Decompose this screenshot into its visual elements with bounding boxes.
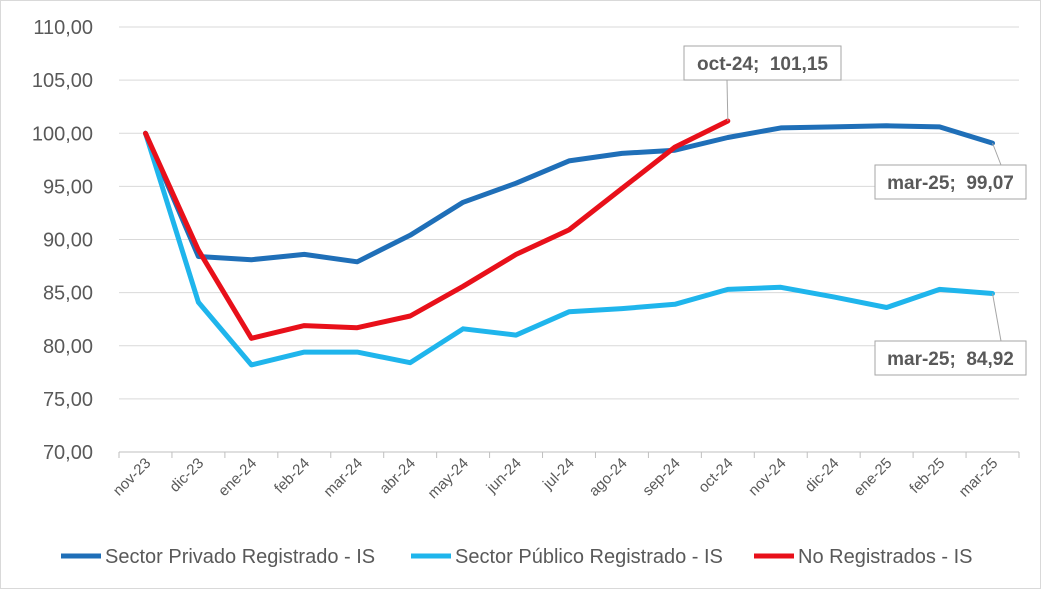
x-tick-label: nov-23 bbox=[110, 455, 154, 499]
callout-label: mar-25; 99,07 bbox=[887, 173, 1014, 194]
series-line-2 bbox=[143, 118, 731, 341]
x-tick-label: jun-24 bbox=[483, 455, 525, 497]
data-callouts: oct-24; 101,15 mar-25; 99,07 mar-25; 84,92 bbox=[683, 45, 1027, 376]
series-line-0 bbox=[143, 123, 995, 265]
callout-label: oct-24; 101,15 bbox=[697, 54, 828, 75]
legend-label-0: Sector Privado Registrado - IS bbox=[105, 546, 375, 568]
x-tick-label: oct-24 bbox=[695, 455, 737, 497]
x-tick-label: dic-23 bbox=[166, 455, 207, 496]
x-axis-ticks: nov-23 dic-23 ene-24 feb-24 mar-24 abr-24 may-… bbox=[110, 452, 1020, 502]
x-tick-label: sep-24 bbox=[639, 455, 683, 499]
x-tick-label: jul-24 bbox=[539, 455, 578, 494]
x-tick-label: abr-24 bbox=[376, 455, 419, 498]
legend-label-2: No Registrados - IS bbox=[798, 546, 973, 568]
callout-box bbox=[874, 164, 1027, 200]
legend: Sector Privado Registrado - IS Sector Púb… bbox=[61, 546, 973, 568]
x-tick-label: mar-25 bbox=[956, 455, 1002, 501]
y-tick-label: 70,00 bbox=[43, 442, 93, 464]
x-tick-label: feb-25 bbox=[906, 455, 948, 497]
x-tick-label: dic-24 bbox=[802, 455, 843, 496]
series-line-1 bbox=[143, 130, 995, 368]
x-tick-label: ago-24 bbox=[586, 455, 631, 500]
y-axis-ticks: 70,00 75,00 80,00 85,00 90,00 95,00 100,00 105,… bbox=[32, 17, 93, 464]
y-tick-label: 100,00 bbox=[32, 123, 93, 145]
y-tick-label: 95,00 bbox=[43, 176, 93, 198]
callout-box bbox=[683, 45, 842, 81]
x-tick-label: may-24 bbox=[425, 455, 472, 502]
y-tick-label: 85,00 bbox=[43, 283, 93, 305]
callout-leader bbox=[726, 79, 729, 122]
callout-box bbox=[874, 340, 1027, 376]
callout-leader bbox=[992, 142, 1002, 166]
callout-leader bbox=[992, 293, 1002, 342]
x-tick-label: mar-24 bbox=[320, 455, 366, 501]
x-tick-label: feb-24 bbox=[271, 455, 313, 497]
y-tick-label: 105,00 bbox=[32, 70, 93, 92]
y-tick-label: 90,00 bbox=[43, 230, 93, 252]
x-tick-label: ene-25 bbox=[850, 455, 895, 500]
x-tick-label: nov-24 bbox=[745, 455, 789, 499]
series-lines bbox=[143, 118, 995, 368]
callout-label: mar-25; 84,92 bbox=[887, 349, 1014, 370]
y-tick-label: 80,00 bbox=[43, 336, 93, 358]
gridlines bbox=[119, 26, 1019, 400]
y-tick-label: 110,00 bbox=[33, 17, 93, 39]
legend-label-1: Sector Público Registrado - IS bbox=[455, 546, 723, 568]
x-tick-label: ene-24 bbox=[215, 455, 260, 500]
y-tick-label: 75,00 bbox=[43, 389, 93, 411]
